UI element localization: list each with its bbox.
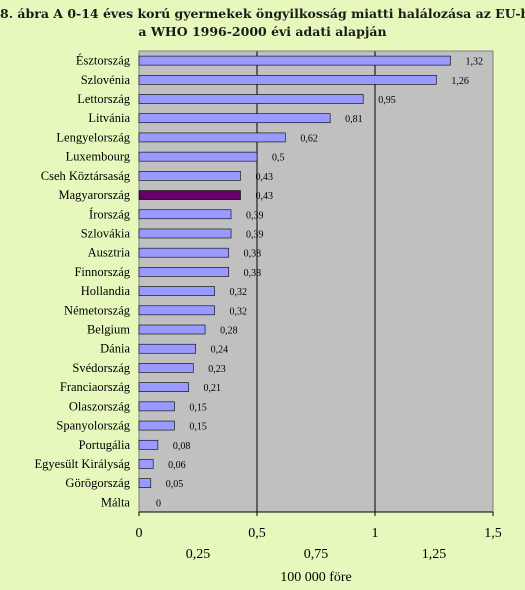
bar: [138, 286, 215, 296]
category-label: Svédország: [72, 361, 130, 375]
category-label: Hollandia: [81, 284, 131, 298]
data-label: 0,38: [244, 268, 262, 279]
x-axis-title: 100 000 före: [280, 570, 352, 585]
category-label: Észtország: [76, 54, 131, 68]
category-label: Luxembourg: [66, 150, 131, 164]
data-label: 1,32: [466, 57, 484, 68]
data-label: 0,43: [255, 191, 272, 202]
bar: [138, 459, 154, 469]
category-label: Franciaország: [60, 380, 131, 394]
x-tick-label: 1,5: [484, 526, 502, 541]
bar: [138, 382, 189, 392]
category-label: Görögország: [65, 476, 130, 490]
bar: [138, 94, 364, 104]
plot-area: [139, 51, 493, 512]
data-label: 0,08: [173, 441, 191, 452]
category-label: Írország: [89, 207, 131, 221]
data-label: 0,15: [189, 402, 207, 413]
bar: [138, 74, 437, 85]
category-label: Magyarország: [59, 188, 131, 202]
data-label: 0,28: [220, 326, 238, 337]
bar: [138, 420, 175, 431]
x-minor-tick-label: 0,75: [304, 547, 329, 562]
bar: [138, 171, 241, 181]
bar: [138, 343, 196, 354]
data-label: 0,24: [211, 345, 229, 356]
x-minor-tick-label: 0,25: [186, 547, 211, 562]
category-label: Lettország: [77, 92, 131, 106]
data-label: 0: [156, 498, 161, 509]
x-tick-label: 0,5: [248, 526, 266, 541]
data-label: 0,43: [255, 172, 272, 183]
category-label: Málta: [101, 495, 131, 509]
category-label: Lengyelország: [56, 130, 130, 144]
data-label: 1,26: [451, 76, 469, 87]
bar: [138, 324, 206, 335]
category-label: Dánia: [100, 342, 130, 356]
data-label: 0,23: [208, 364, 226, 375]
data-label: 0,81: [345, 114, 363, 125]
category-label: Portugália: [79, 438, 131, 452]
chart-title-line-2: a WHO 1996-2000 évi adati alapján: [138, 24, 387, 39]
data-label: 0,95: [378, 95, 396, 106]
bar: [138, 132, 286, 143]
bar: [138, 209, 232, 220]
category-label: Szlovénia: [81, 73, 131, 87]
data-label: 0,21: [204, 383, 222, 394]
bar: [138, 55, 451, 66]
bar-highlight: [138, 190, 241, 200]
category-label: Belgium: [87, 323, 130, 337]
category-label: Egyesült Királyság: [35, 457, 131, 471]
bar: [138, 363, 194, 373]
data-label: 0,62: [300, 133, 318, 144]
category-label: Spanyolország: [56, 419, 130, 433]
data-label: 0,05: [166, 479, 184, 490]
x-tick-label: 0: [136, 526, 143, 541]
category-label: Cseh Köztársaság: [41, 169, 131, 183]
bar: [138, 401, 175, 412]
chart-title-line-1: 8. ábra A 0-14 éves korú gyermekek öngyi…: [0, 6, 525, 21]
data-label: 0,06: [168, 460, 186, 471]
category-label: Olaszország: [69, 399, 131, 413]
data-label: 0,5: [272, 153, 285, 164]
category-label: Ausztria: [88, 246, 131, 260]
data-label: 0,39: [246, 229, 263, 240]
bar: [138, 439, 159, 450]
bar: [138, 113, 331, 124]
data-label: 0,32: [230, 306, 248, 317]
bar: [138, 267, 229, 277]
x-minor-tick-label: 1,25: [422, 547, 447, 562]
data-label: 0,38: [244, 249, 262, 260]
data-label: 0,15: [189, 422, 207, 433]
category-label: Finnország: [74, 265, 130, 279]
category-label: Litvánia: [88, 111, 130, 125]
data-label: 0,32: [230, 287, 248, 298]
data-label: 0,39: [246, 210, 263, 221]
bar: [138, 228, 232, 239]
x-tick-label: 1: [372, 526, 379, 541]
category-label: Németország: [64, 303, 131, 317]
category-label: Szlovákia: [81, 226, 131, 240]
bar: [138, 247, 229, 258]
bar: [138, 478, 152, 489]
bar: [138, 305, 215, 316]
bar: [138, 151, 258, 162]
